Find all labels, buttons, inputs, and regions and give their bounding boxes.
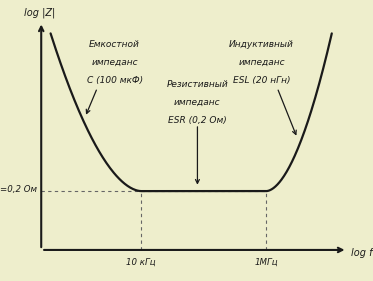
Text: 1МГц: 1МГц (254, 258, 278, 267)
Text: log f: log f (351, 248, 372, 259)
Text: импеданс: импеданс (238, 58, 285, 67)
Text: log |Z|: log |Z| (24, 8, 55, 18)
Text: ESR=0,2 Ом: ESR=0,2 Ом (0, 185, 37, 194)
Text: импеданс: импеданс (174, 98, 221, 107)
Text: ESR (0,2 Ом): ESR (0,2 Ом) (168, 116, 227, 125)
Text: Индуктивный: Индуктивный (229, 40, 294, 49)
Text: ESL (20 нГн): ESL (20 нГн) (233, 76, 290, 85)
Text: 10 кГц: 10 кГц (126, 258, 156, 267)
Text: C (100 мкФ): C (100 мкФ) (87, 76, 143, 85)
Text: Емкостной: Емкостной (89, 40, 140, 49)
Text: Резистивный: Резистивный (167, 80, 228, 89)
Text: импеданс: импеданс (91, 58, 138, 67)
